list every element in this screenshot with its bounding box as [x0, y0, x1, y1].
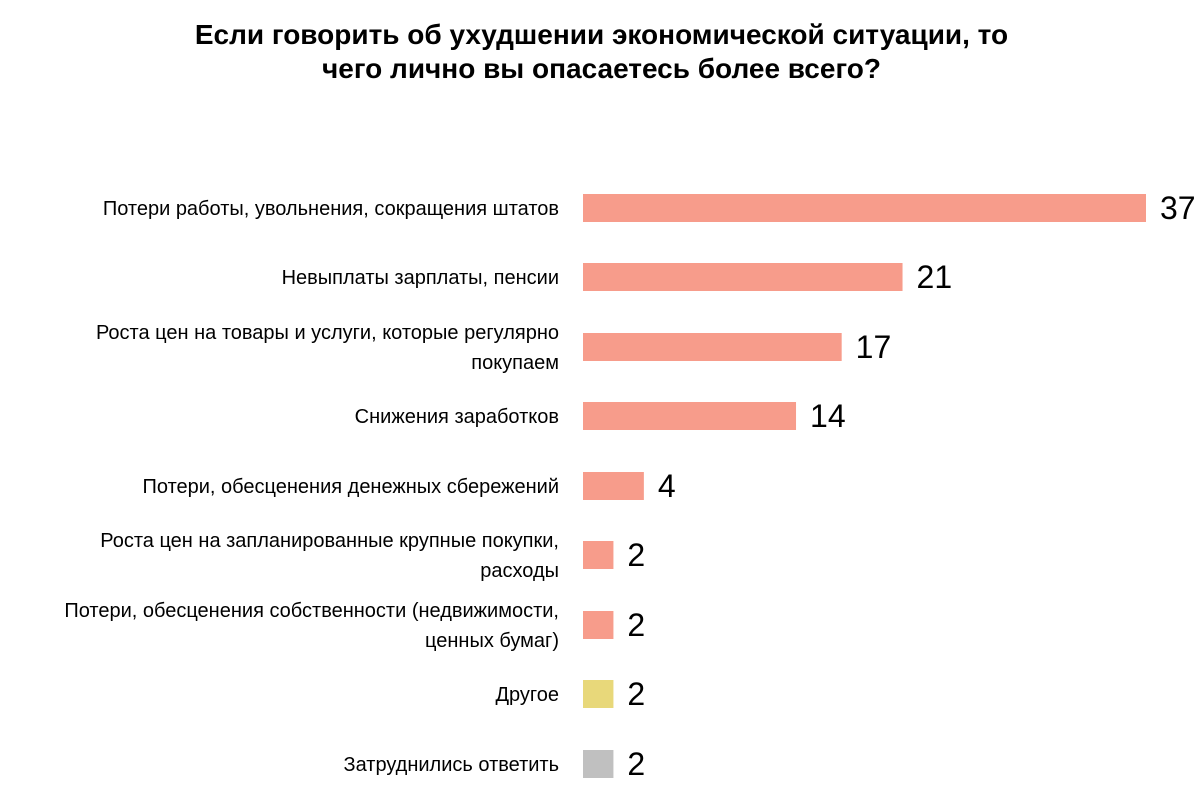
category-label-2: Невыплаты зарплаты, пенсии	[282, 267, 559, 289]
bar-1	[583, 194, 1146, 222]
value-label-1: 37	[1160, 190, 1196, 226]
bar-6	[583, 541, 614, 569]
category-label-7-line-2: ценных бумаг)	[425, 630, 559, 652]
bar-9	[583, 750, 614, 778]
category-label-4: Снижения заработков	[355, 406, 559, 428]
category-label-1: Потери работы, увольнения, сокращения шт…	[103, 198, 559, 220]
value-label-9: 2	[627, 746, 645, 782]
chart-title-line-1: Если говорить об ухудшении экономической…	[194, 19, 1009, 50]
value-label-8: 2	[627, 676, 645, 712]
category-label-3-line-1: Роста цен на товары и услуги, которые ре…	[96, 322, 559, 344]
category-label-6-line-1: Роста цен на запланированные крупные пок…	[100, 530, 559, 552]
bar-2	[583, 263, 903, 291]
category-label-8: Другое	[495, 684, 559, 706]
value-label-5: 4	[658, 468, 676, 504]
value-label-7: 2	[627, 607, 645, 643]
bar-7	[583, 611, 614, 639]
value-label-2: 21	[917, 259, 953, 295]
bar-4	[583, 402, 797, 430]
value-label-4: 14	[810, 398, 846, 434]
chart-title: Если говорить об ухудшении экономической…	[0, 18, 1203, 86]
category-label-9: Затруднились ответить	[344, 754, 559, 776]
chart-title-line-2: чего лично вы опасаетесь более всего?	[322, 53, 881, 84]
bar-8	[583, 680, 614, 708]
value-label-3: 17	[856, 329, 892, 365]
category-label-3-line-2: покупаем	[471, 352, 559, 374]
category-label-6-line-2: расходы	[480, 560, 559, 582]
bar-5	[583, 472, 644, 500]
category-label-7-line-1: Потери, обесценения собственности (недви…	[64, 600, 559, 622]
value-label-6: 2	[627, 537, 645, 573]
bar-3	[583, 333, 842, 361]
category-label-5: Потери, обесценения денежных сбережений	[143, 476, 559, 498]
